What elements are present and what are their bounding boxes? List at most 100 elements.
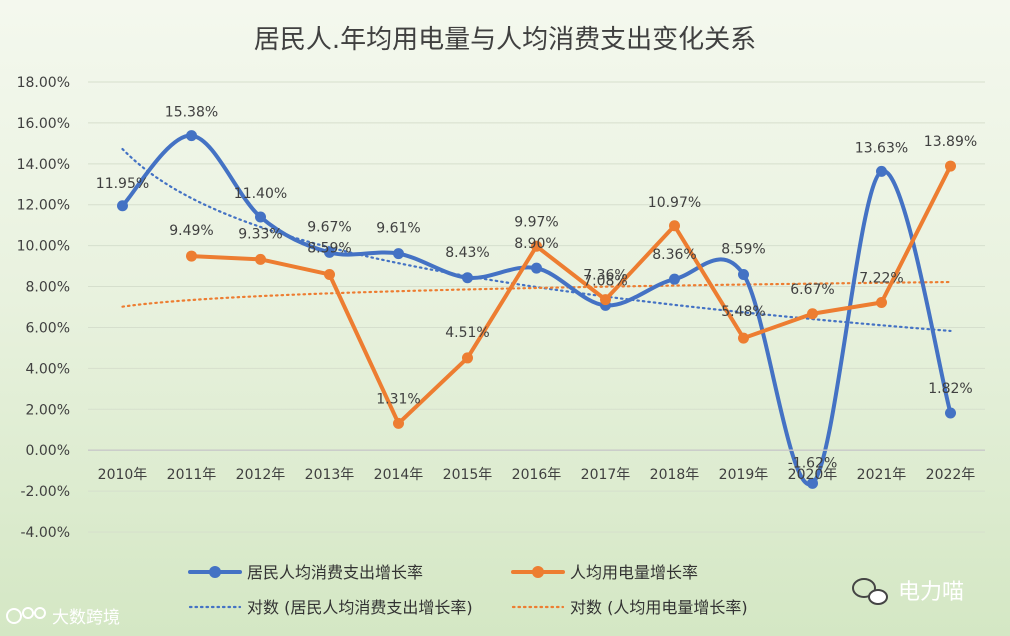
trendline-1 [121, 280, 952, 308]
y-tick-label: 6.00% [26, 320, 70, 336]
data-label-1: 13.89% [924, 134, 977, 150]
series-line-1 [189, 164, 953, 426]
data-point-0[interactable] [117, 200, 128, 212]
x-tick-label: 2022年 [926, 467, 976, 483]
legend-item-consumption[interactable]: 居民人均消费支出增长率 [188, 563, 423, 582]
data-point-1[interactable] [669, 220, 680, 232]
watermark-right-text: 电力喵 [898, 580, 964, 605]
x-tick-label: 2013年 [305, 467, 355, 483]
legend-label-consumption: 居民人均消费支出增长率 [247, 563, 423, 582]
watermark-right: 电力喵 [852, 578, 964, 605]
legend-item-trend-electricity[interactable]: 对数 (人均用电量增长率) [511, 598, 748, 617]
data-label-0: 8.59% [721, 241, 765, 257]
y-tick-label: 0.00% [26, 443, 70, 459]
y-tick-label: 2.00% [26, 402, 70, 418]
data-label-1: 10.97% [648, 195, 701, 211]
data-point-0[interactable] [255, 211, 266, 223]
data-label-0: 8.36% [652, 247, 696, 263]
y-tick-label: 8.00% [26, 280, 70, 296]
data-point-1[interactable] [462, 352, 473, 364]
legend-label-electricity: 人均用电量增长率 [570, 563, 698, 582]
x-tick-label: 2021年 [857, 467, 907, 483]
data-label-0: 7.08% [583, 273, 627, 289]
data-point-1[interactable] [324, 268, 335, 280]
x-tick-label: 2017年 [581, 467, 631, 483]
data-point-0[interactable] [324, 246, 335, 258]
series-layer [117, 130, 956, 489]
data-label-0: 8.43% [445, 245, 489, 261]
grid-layer [88, 81, 985, 533]
data-point-0[interactable] [807, 477, 818, 489]
data-label-1: 9.33% [238, 226, 282, 242]
y-tick-label: 18.00% [17, 75, 70, 91]
y-tick-label: 12.00% [17, 198, 70, 214]
data-point-0[interactable] [876, 165, 887, 177]
data-label-0: 13.63% [855, 140, 908, 156]
data-point-0[interactable] [462, 272, 473, 284]
y-tick-label: 4.00% [26, 361, 70, 377]
data-point-1[interactable] [807, 308, 818, 320]
data-label-1: 7.36% [583, 268, 627, 284]
data-point-1[interactable] [945, 160, 956, 172]
legend-marker-electricity [532, 566, 544, 578]
data-point-1[interactable] [600, 294, 611, 306]
data-point-1[interactable] [186, 250, 197, 262]
y-tick-label: -2.00% [20, 484, 70, 500]
x-tick-label: 2011年 [167, 467, 217, 483]
data-label-0: 8.90% [514, 236, 558, 252]
data-point-0[interactable] [945, 407, 956, 419]
data-label-0: -1.62% [788, 455, 838, 471]
legend-marker-consumption [209, 566, 221, 578]
data-point-1[interactable] [255, 253, 266, 265]
x-tick-label: 2014年 [374, 467, 424, 483]
legend-label-trend-consumption: 对数 (居民人均消费支出增长率) [247, 598, 473, 617]
watermark-left-logo-icon [6, 607, 46, 624]
data-label-1: 5.48% [721, 304, 765, 320]
data-point-0[interactable] [186, 130, 197, 142]
x-tick-label: 2015年 [443, 467, 493, 483]
chart-title: 居民人.年均用电量与人均消费支出变化关系 [254, 25, 756, 55]
data-label-0: 1.82% [928, 381, 972, 397]
y-tick-label: 16.00% [17, 116, 70, 132]
axis-layer: -4.00% -2.00% 0.00% 2.00% 4.00% 6.00% 8.00% 10.… [17, 75, 985, 541]
data-point-0[interactable] [738, 268, 749, 280]
data-point-0[interactable] [393, 248, 404, 260]
data-label-1: 7.22% [859, 271, 903, 287]
legend-item-electricity[interactable]: 人均用电量增长率 [511, 563, 698, 582]
y-tick-label: 14.00% [17, 157, 70, 173]
y-tick-label: 10.00% [17, 239, 70, 255]
data-label-0: 9.61% [376, 221, 420, 237]
x-tick-label: 2016年 [512, 467, 562, 483]
legend-label-trend-electricity: 对数 (人均用电量增长率) [570, 598, 748, 617]
data-point-0[interactable] [669, 273, 680, 285]
data-label-1: 4.51% [445, 325, 489, 341]
data-label-1: 1.31% [376, 391, 420, 407]
data-point-1[interactable] [393, 417, 404, 429]
data-label-1: 9.97% [514, 214, 558, 230]
data-label-0: 15.38% [165, 105, 218, 121]
data-label-0: 11.95% [96, 176, 149, 192]
y-tick-label: -4.00% [20, 525, 70, 541]
data-label-1: 6.67% [790, 282, 834, 298]
legend-item-trend-consumption[interactable]: 对数 (居民人均消费支出增长率) [188, 598, 473, 617]
watermark-left-text: 大数跨境 [52, 608, 120, 628]
x-tick-label: 2019年 [719, 467, 769, 483]
data-point-1[interactable] [876, 297, 887, 308]
x-tick-label: 2018年 [650, 467, 700, 483]
data-point-0[interactable] [531, 262, 542, 274]
legend: 居民人均消费支出增长率 人均用电量增长率 对数 (居民人均消费支出增长率) 对数… [188, 563, 748, 617]
x-tick-label: 2010年 [98, 467, 148, 483]
data-label-0: 9.67% [307, 219, 351, 235]
watermark-left: 大数跨境 [6, 607, 120, 628]
wechat-icon [852, 578, 888, 605]
x-tick-label: 2012年 [236, 467, 286, 483]
data-label-layer: 11.95% 15.38% 11.40% 9.67% 9.61% 8.43% 8.90% 7.… [96, 105, 977, 472]
data-point-1[interactable] [738, 332, 749, 344]
data-label-1: 9.49% [169, 223, 213, 239]
data-point-1[interactable] [531, 240, 542, 252]
data-label-1: 8.59% [307, 240, 351, 256]
x-tick-label: 2020年 [788, 467, 838, 483]
data-label-0: 11.40% [234, 186, 287, 202]
